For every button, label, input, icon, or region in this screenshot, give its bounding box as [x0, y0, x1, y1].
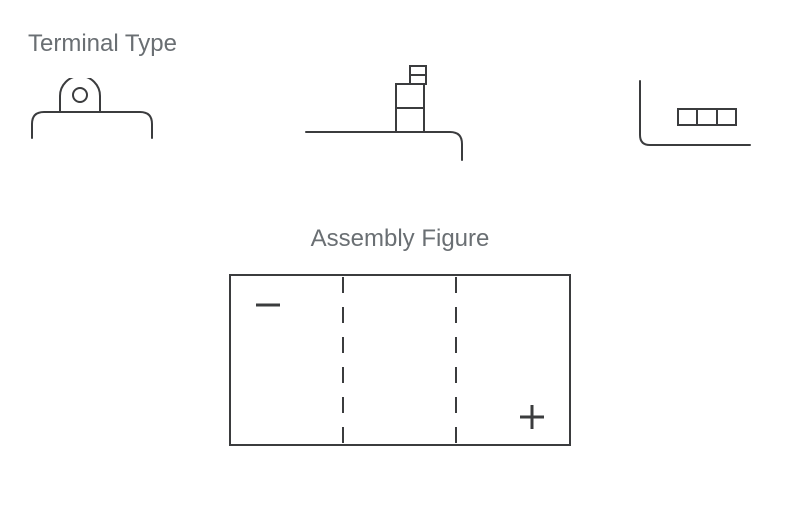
- diagram-root: Terminal Type: [0, 0, 800, 512]
- assembly-figure-label: Assembly Figure: [0, 225, 800, 253]
- terminal-side-slot-icon: [630, 75, 780, 175]
- terminal-type-label: Terminal Type: [28, 30, 177, 58]
- terminal-top-post-icon: [300, 60, 500, 170]
- plus-icon: [520, 405, 544, 429]
- terminal-tab-hole-icon: [28, 78, 178, 168]
- assembly-figure-icon: [210, 265, 590, 475]
